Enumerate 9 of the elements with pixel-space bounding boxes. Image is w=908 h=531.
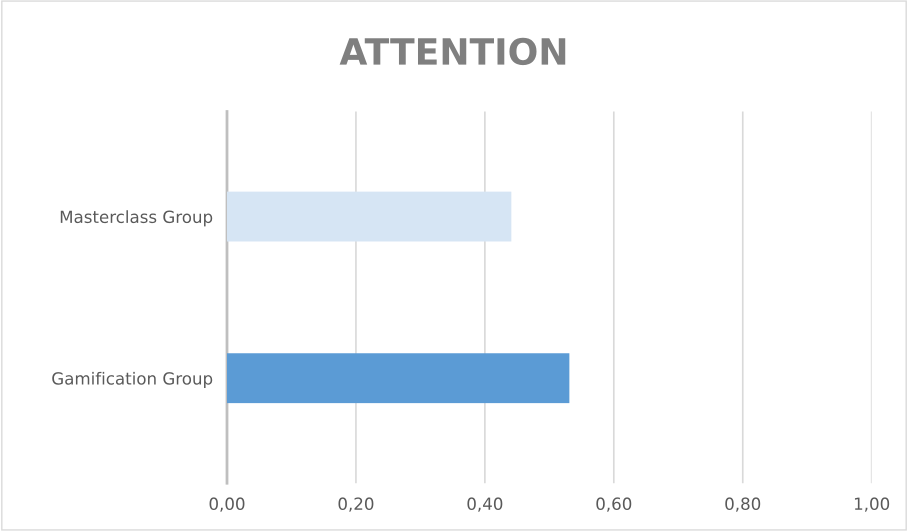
x-tick-label: 0,20 — [338, 497, 374, 512]
x-tick-label: 0,60 — [596, 497, 632, 512]
y-tick-label: Masterclass Group — [60, 210, 212, 226]
x-tick-label: 1,00 — [854, 497, 890, 512]
y-tick-label: Gamification Group — [52, 372, 212, 388]
x-tick-label: 0,80 — [725, 497, 760, 512]
x-tick-label: 0,40 — [467, 497, 502, 512]
x-tick-label: 0,00 — [210, 497, 244, 512]
chart-title: ATTENTION — [340, 38, 566, 66]
